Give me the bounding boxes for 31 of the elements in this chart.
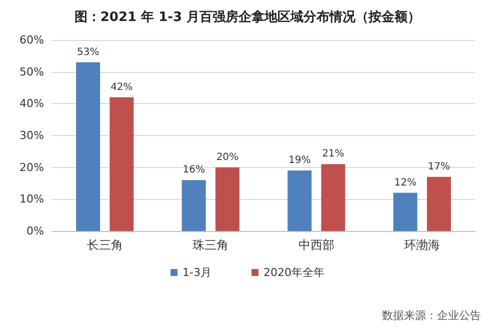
y-tick-label: 30% bbox=[20, 129, 44, 142]
data-label: 20% bbox=[216, 152, 239, 163]
bar bbox=[182, 180, 206, 231]
y-tick-label: 60% bbox=[20, 34, 44, 46]
bar bbox=[393, 192, 418, 231]
data-label: 21% bbox=[322, 148, 344, 160]
data-label: 12% bbox=[394, 177, 416, 188]
y-tick-label: 40% bbox=[20, 97, 44, 110]
y-tick-label: 10% bbox=[20, 192, 44, 206]
source-note: 数据来源：企业公告 bbox=[382, 309, 481, 322]
bar bbox=[110, 97, 134, 231]
bar bbox=[288, 170, 312, 231]
x-tick-label: 中西部 bbox=[298, 238, 334, 252]
chart-title: 图：2021 年 1-3 月百强房企拿地区域分布情况（按金额） bbox=[74, 9, 421, 25]
data-label: 42% bbox=[110, 82, 133, 93]
y-tick-label: 20% bbox=[20, 160, 44, 174]
data-label: 16% bbox=[182, 164, 205, 176]
data-label: 53% bbox=[76, 46, 100, 58]
bar bbox=[321, 164, 346, 231]
bar bbox=[426, 176, 451, 231]
bar bbox=[215, 167, 240, 231]
x-tick-label: 珠三角 bbox=[192, 238, 229, 252]
legend-label: 2020年全年 bbox=[263, 266, 324, 279]
data-label: 19% bbox=[288, 155, 311, 166]
bar bbox=[76, 62, 100, 231]
x-tick-label: 环渤海 bbox=[404, 238, 440, 252]
data-label: 17% bbox=[428, 161, 450, 172]
legend-label: 1-3月 bbox=[182, 266, 212, 279]
y-tick-label: 50% bbox=[20, 65, 44, 78]
y-tick-label: 0% bbox=[26, 224, 44, 238]
x-tick-label: 长三角 bbox=[86, 238, 123, 252]
